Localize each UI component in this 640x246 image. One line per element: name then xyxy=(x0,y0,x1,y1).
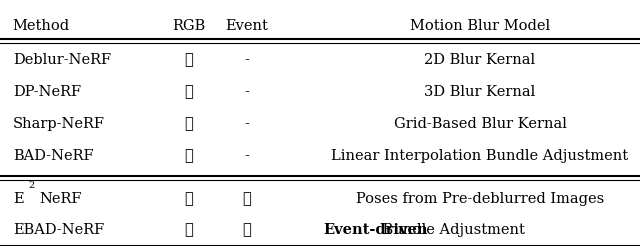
Text: DP-NeRF: DP-NeRF xyxy=(13,85,81,99)
Text: EBAD-NeRF: EBAD-NeRF xyxy=(13,223,104,237)
Text: Bundle Adjustment: Bundle Adjustment xyxy=(378,223,525,237)
Text: BAD-NeRF: BAD-NeRF xyxy=(13,149,93,163)
Text: ✓: ✓ xyxy=(242,192,251,206)
Text: ✓: ✓ xyxy=(184,149,193,163)
Text: 2: 2 xyxy=(29,181,35,190)
Text: E: E xyxy=(13,192,24,206)
Text: Method: Method xyxy=(13,19,70,33)
Text: ✓: ✓ xyxy=(184,85,193,99)
Text: Event: Event xyxy=(225,19,268,33)
Text: Poses from Pre-deblurred Images: Poses from Pre-deblurred Images xyxy=(356,192,604,206)
Text: -: - xyxy=(244,53,249,67)
Text: NeRF: NeRF xyxy=(40,192,82,206)
Text: -: - xyxy=(244,117,249,131)
Text: 3D Blur Kernal: 3D Blur Kernal xyxy=(424,85,536,99)
Text: ✓: ✓ xyxy=(184,53,193,67)
Text: ✓: ✓ xyxy=(184,117,193,131)
Text: Grid-Based Blur Kernal: Grid-Based Blur Kernal xyxy=(394,117,566,131)
Text: Deblur-NeRF: Deblur-NeRF xyxy=(13,53,111,67)
Text: ✓: ✓ xyxy=(184,223,193,237)
Text: Sharp-NeRF: Sharp-NeRF xyxy=(13,117,105,131)
Text: -: - xyxy=(244,149,249,163)
Text: 2D Blur Kernal: 2D Blur Kernal xyxy=(424,53,536,67)
Text: RGB: RGB xyxy=(172,19,205,33)
Text: -: - xyxy=(244,85,249,99)
Text: Motion Blur Model: Motion Blur Model xyxy=(410,19,550,33)
Text: Event-driven: Event-driven xyxy=(323,223,428,237)
Text: Linear Interpolation Bundle Adjustment: Linear Interpolation Bundle Adjustment xyxy=(332,149,628,163)
Text: ✓: ✓ xyxy=(184,192,193,206)
Text: ✓: ✓ xyxy=(242,223,251,237)
